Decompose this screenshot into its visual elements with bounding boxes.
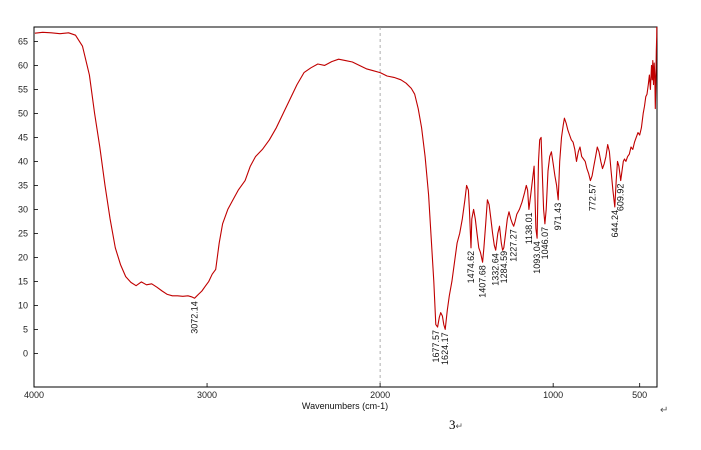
figure-number-text: 3 xyxy=(449,417,456,432)
y-tick-label: 40 xyxy=(18,156,28,166)
peak-label: 971.43 xyxy=(553,203,563,231)
peak-label: 3072.14 xyxy=(190,301,200,334)
y-tick-label: 35 xyxy=(18,180,28,190)
y-tick-label: 30 xyxy=(18,204,28,214)
peak-label: 1332.64 xyxy=(491,253,501,286)
y-tick-label: 0 xyxy=(23,348,28,358)
y-tick-label: 5 xyxy=(23,324,28,334)
y-tick-label: 10 xyxy=(18,300,28,310)
x-tick-label: 4000 xyxy=(24,390,44,400)
peak-label: 1474.62 xyxy=(466,251,476,284)
y-tick-label: 60 xyxy=(18,60,28,70)
y-tick-label: 25 xyxy=(18,228,28,238)
x-axis: 4000 3000 2000 1000 500 xyxy=(24,383,647,400)
peak-label: 1093.04 xyxy=(532,241,542,274)
y-tick-label: 55 xyxy=(18,84,28,94)
plot-frame xyxy=(33,26,658,388)
peak-label: 1677.57 xyxy=(431,330,441,363)
x-tick-label: 500 xyxy=(632,390,647,400)
peak-label: 609.92 xyxy=(616,184,626,212)
peak-label: 1138.01 xyxy=(524,212,534,244)
peak-label: 772.57 xyxy=(588,184,598,212)
return-mark-right: ↵ xyxy=(660,405,669,416)
peak-label: 644.24 xyxy=(610,210,620,238)
spectrum-line xyxy=(34,26,658,330)
x-tick-label: 3000 xyxy=(197,390,217,400)
figure-number: 3↵ xyxy=(449,417,463,433)
y-tick-label: 65 xyxy=(18,36,28,46)
peak-label: 1407.68 xyxy=(478,265,488,298)
peak-labels: 3072.14 1677.57 1624.17 1474.62 1407.68 1332.… xyxy=(190,184,626,365)
peak-label: 1046.07 xyxy=(540,227,550,260)
x-axis-title: Wavenumbers (cm-1) xyxy=(302,401,388,411)
y-axis: 0 5 10 15 20 25 30 35 40 45 50 55 60 65 xyxy=(18,36,38,358)
return-mark: ↵ xyxy=(455,421,464,431)
x-tick-label: 1000 xyxy=(543,390,563,400)
y-tick-label: 20 xyxy=(18,252,28,262)
y-tick-label: 45 xyxy=(18,132,28,142)
x-tick-label: 2000 xyxy=(370,390,390,400)
y-tick-label: 15 xyxy=(18,276,28,286)
peak-label: 1284.59 xyxy=(499,251,509,284)
y-tick-label: 50 xyxy=(18,108,28,118)
peak-label: 1624.17 xyxy=(440,332,450,365)
peak-label: 1227.27 xyxy=(509,229,519,262)
